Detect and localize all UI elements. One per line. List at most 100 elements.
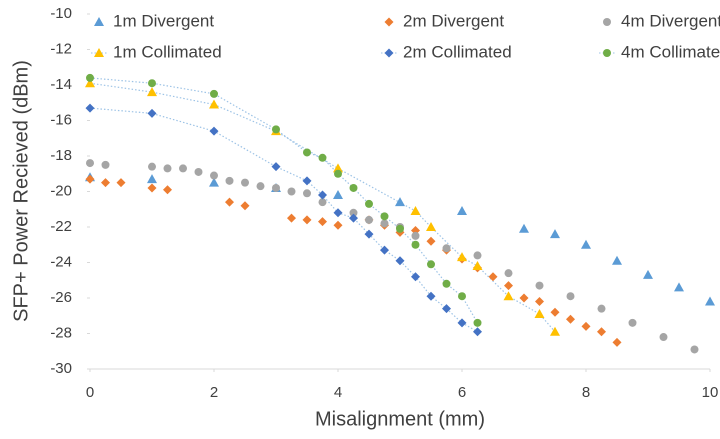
point [86, 73, 94, 82]
point [597, 304, 606, 313]
point [271, 162, 281, 172]
point [411, 240, 420, 249]
legend-marker [94, 48, 104, 57]
point [333, 163, 343, 173]
point [612, 337, 622, 347]
y-tick-label: -12 [50, 40, 72, 57]
point [457, 318, 467, 328]
point [365, 215, 373, 224]
y-tick-label: -28 [50, 324, 72, 341]
point [147, 183, 157, 193]
point [163, 164, 172, 173]
point [302, 215, 312, 225]
point [349, 213, 358, 223]
y-axis-title: SFP+ Power Recieved (dBm) [10, 60, 32, 322]
point [287, 213, 296, 223]
point [458, 292, 466, 301]
point [550, 326, 560, 336]
point [318, 217, 327, 227]
point [116, 178, 126, 188]
point [396, 224, 404, 233]
point [380, 212, 389, 221]
point [365, 199, 373, 208]
point [194, 167, 203, 176]
point [535, 297, 544, 307]
point [581, 239, 591, 249]
point [628, 318, 637, 327]
point [519, 223, 529, 233]
point [256, 182, 265, 191]
legend-marker [384, 48, 394, 58]
point [240, 201, 250, 211]
x-tick-label: 4 [334, 384, 342, 401]
point [488, 272, 498, 282]
point [380, 245, 389, 255]
point [179, 164, 187, 173]
series-line [89, 77, 479, 324]
point [241, 178, 249, 187]
legend-marker [603, 49, 611, 57]
point [597, 327, 606, 337]
point [101, 160, 110, 169]
point [225, 176, 234, 185]
point [333, 190, 343, 200]
point [85, 174, 95, 184]
point [550, 229, 560, 239]
series-line [89, 107, 478, 333]
point [473, 327, 482, 337]
point [504, 269, 513, 278]
point [318, 190, 327, 200]
x-tick-label: 0 [86, 384, 94, 401]
point [442, 304, 451, 314]
point [334, 169, 342, 178]
point [504, 281, 513, 291]
point [333, 208, 343, 218]
point [534, 308, 545, 318]
point [410, 206, 421, 216]
x-tick-label: 6 [458, 384, 466, 401]
point [147, 174, 157, 184]
x-tick-label: 2 [210, 384, 218, 401]
y-tick-label: -16 [50, 111, 72, 128]
point [395, 197, 405, 207]
point [426, 236, 436, 246]
x-tick-label: 8 [582, 384, 590, 401]
point [472, 261, 483, 271]
point [148, 79, 156, 88]
point [210, 171, 218, 180]
y-tick-label: -26 [50, 289, 72, 306]
legend-marker [384, 17, 394, 27]
point [272, 183, 280, 192]
point [690, 345, 699, 354]
y-tick-label: -10 [50, 5, 72, 22]
x-tick-label: 10 [702, 384, 719, 401]
point [427, 260, 435, 269]
legend-text: 4m Divergent [621, 11, 720, 30]
point [411, 231, 420, 240]
legend-text: 2m Divergent [403, 11, 504, 30]
point [148, 162, 156, 171]
point [364, 229, 374, 239]
point [612, 255, 622, 265]
point [674, 282, 684, 292]
point [163, 185, 172, 195]
y-tick-label: -20 [50, 182, 72, 199]
y-tick-label: -24 [50, 253, 72, 270]
point [333, 220, 343, 230]
point [209, 126, 219, 136]
point [426, 222, 436, 231]
point [581, 321, 591, 331]
y-tick-label: -14 [50, 76, 72, 93]
point [473, 318, 482, 327]
point [303, 189, 311, 198]
point [550, 307, 560, 317]
point [303, 148, 311, 157]
point [457, 206, 467, 216]
legend-text: 1m Collimated [113, 42, 222, 61]
point [503, 291, 514, 301]
point [147, 108, 157, 118]
point [287, 187, 296, 196]
point [705, 296, 715, 306]
